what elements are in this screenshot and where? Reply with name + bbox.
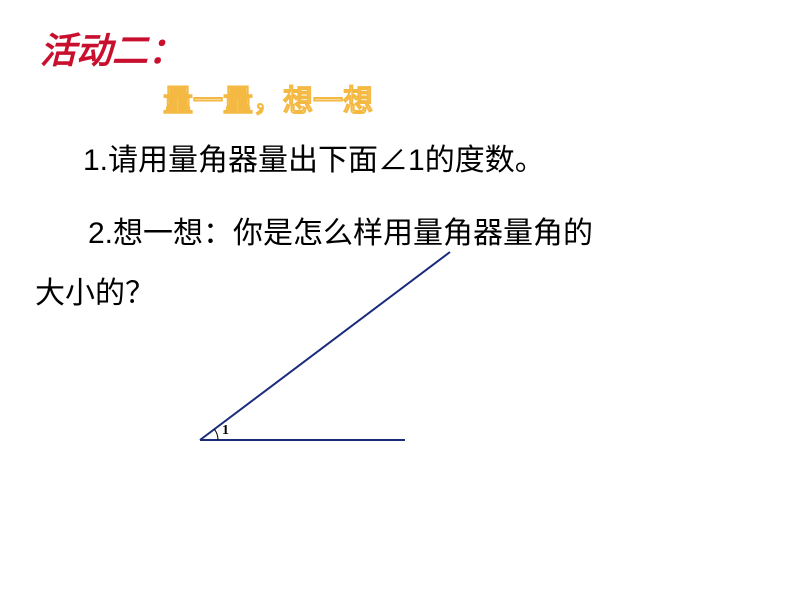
angle-diagonal-line (200, 252, 450, 440)
angle-label: 1 (222, 423, 229, 438)
angle-diagram: 1 (0, 0, 794, 596)
angle-arc (214, 429, 218, 440)
